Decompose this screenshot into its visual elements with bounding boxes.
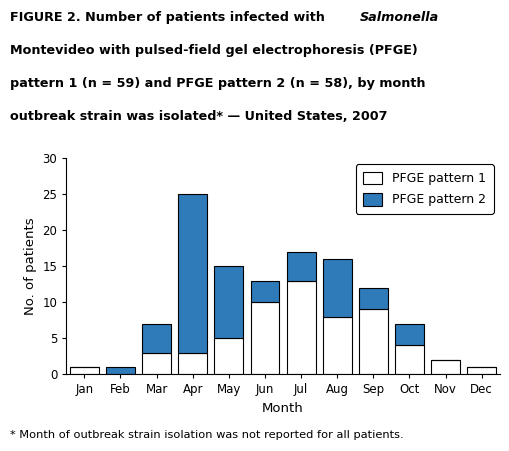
Bar	[70, 367, 99, 374]
Bar	[250, 281, 279, 302]
Bar	[142, 324, 171, 353]
Bar	[466, 367, 495, 374]
Legend: PFGE pattern 1, PFGE pattern 2: PFGE pattern 1, PFGE pattern 2	[355, 164, 493, 214]
Text: * Month of outbreak strain isolation was not reported for all patients.: * Month of outbreak strain isolation was…	[10, 430, 403, 440]
Bar	[214, 266, 243, 338]
Y-axis label: No. of patients: No. of patients	[24, 217, 37, 315]
Bar	[358, 288, 387, 309]
Bar	[394, 345, 423, 374]
Bar	[394, 324, 423, 345]
Bar	[178, 194, 207, 353]
Bar	[322, 317, 351, 374]
X-axis label: Month: Month	[262, 402, 303, 415]
Bar	[286, 252, 315, 281]
Bar	[322, 259, 351, 317]
Bar	[214, 338, 243, 374]
Bar	[286, 281, 315, 374]
Text: Montevideo with pulsed-field gel electrophoresis (PFGE): Montevideo with pulsed-field gel electro…	[10, 44, 417, 57]
Text: FIGURE 2. Number of patients infected with: FIGURE 2. Number of patients infected wi…	[10, 11, 329, 24]
Bar	[250, 302, 279, 374]
Text: outbreak strain was isolated* — United States, 2007: outbreak strain was isolated* — United S…	[10, 110, 387, 123]
Bar	[178, 353, 207, 374]
Bar	[106, 367, 135, 374]
Bar	[358, 309, 387, 374]
Text: pattern 1 (n = 59) and PFGE pattern 2 (n = 58), by month: pattern 1 (n = 59) and PFGE pattern 2 (n…	[10, 77, 425, 90]
Bar	[430, 360, 459, 374]
Bar	[142, 353, 171, 374]
Text: Salmonella: Salmonella	[359, 11, 438, 24]
